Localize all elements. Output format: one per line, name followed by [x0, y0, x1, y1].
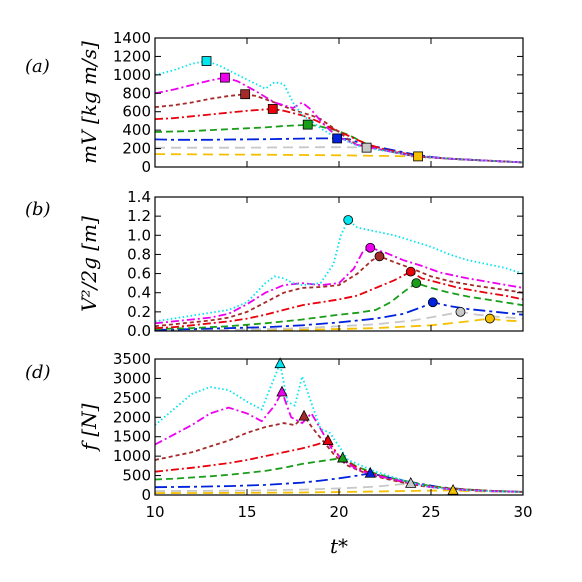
series-1-line [155, 389, 523, 493]
series-1-marker [276, 385, 288, 397]
markers [201, 56, 424, 162]
y-tick-label: 1200 [113, 47, 151, 65]
series-3-line [155, 270, 523, 329]
series-5-marker [427, 297, 438, 308]
y-tick-label: 800 [122, 84, 151, 102]
series-1-marker [365, 242, 376, 253]
y-tick-label: 0.2 [127, 303, 151, 321]
x-tick-label: 10 [145, 503, 164, 521]
y-tick-label: 0.8 [127, 245, 151, 263]
series-3-marker [322, 434, 334, 446]
series-2-marker [374, 251, 385, 262]
plot-area [155, 360, 523, 494]
y-tick-label: 2000 [113, 408, 151, 426]
series-3-line [155, 439, 523, 493]
y-tick-label: 0.6 [127, 265, 151, 283]
panel-label: (d) [25, 362, 51, 383]
y-tick-label: 1400 [113, 29, 151, 47]
series-2-marker [240, 89, 251, 100]
series-2-line [155, 414, 523, 493]
y-tick-label: 1.4 [127, 188, 151, 206]
series-1-line [155, 76, 523, 164]
series-5-line [155, 301, 523, 331]
panel-label: (a) [25, 56, 50, 77]
series-5-marker [364, 466, 376, 478]
y-tick-label: 1500 [113, 428, 151, 446]
series-3-marker [267, 104, 278, 114]
panel-label: (b) [25, 199, 51, 220]
y-tick-label: 0.4 [127, 284, 151, 302]
y-axis-label: V²/2g [m] [77, 216, 101, 312]
y-tick-label: 1000 [113, 447, 151, 465]
series-0-marker [343, 215, 354, 225]
x-tick-label: 30 [513, 503, 532, 521]
plot-area [155, 218, 523, 331]
series-6-marker [361, 142, 372, 153]
series-4-marker [302, 119, 313, 130]
series-6-line [155, 146, 523, 164]
y-tick-label: 0.0 [127, 322, 151, 340]
plot-area [155, 60, 523, 164]
y-tick-label: 500 [122, 467, 151, 485]
markers [274, 357, 459, 495]
y-tick-label: 3000 [113, 369, 151, 387]
series-2-line [155, 255, 523, 328]
y-tick-label: 0 [141, 486, 151, 504]
y-axis-label: f [N] [77, 403, 101, 452]
x-tick-label: 20 [329, 503, 348, 521]
axes-frame [154, 358, 524, 496]
y-tick-label: 3500 [113, 350, 151, 368]
y-tick-label: 400 [122, 121, 151, 139]
series-0-line [155, 218, 523, 323]
y-tick-label: 1.0 [127, 226, 151, 244]
y-axis-label: mV [kg m/s] [77, 41, 101, 164]
x-tick-label: 15 [237, 503, 256, 521]
x-axis-label: t* [330, 534, 348, 558]
series-2-marker [298, 409, 310, 421]
series-1-marker [220, 72, 230, 83]
x-tick-label: 25 [421, 503, 440, 521]
series-7-marker [447, 483, 459, 495]
y-tick-label: 200 [122, 140, 151, 158]
series-7-marker [484, 313, 495, 324]
series-4-marker [337, 451, 349, 463]
axes-frame [154, 196, 524, 332]
series-2-line [155, 93, 523, 164]
series-6-marker [455, 306, 466, 317]
series-0-line [155, 360, 523, 493]
series-3-marker [405, 266, 416, 277]
y-tick-label: 600 [122, 103, 151, 121]
series-4-line [155, 123, 523, 164]
series-7-marker [413, 151, 424, 162]
series-0-marker [274, 357, 286, 369]
series-6-marker [405, 476, 417, 488]
series-5-marker [332, 133, 343, 144]
y-tick-label: 2500 [113, 389, 151, 407]
y-tick-label: 1.2 [127, 207, 151, 225]
y-tick-label: 0 [141, 158, 151, 176]
series-1-line [155, 246, 523, 325]
markers [343, 215, 495, 324]
series-4-line [155, 282, 523, 330]
y-tick-label: 1000 [113, 66, 151, 84]
panel-2: 0.00.20.40.6 0.81.01.21.4 (b) V²/2g [m] [25, 188, 524, 340]
series-0-marker [201, 56, 212, 66]
series-4-marker [411, 278, 422, 289]
